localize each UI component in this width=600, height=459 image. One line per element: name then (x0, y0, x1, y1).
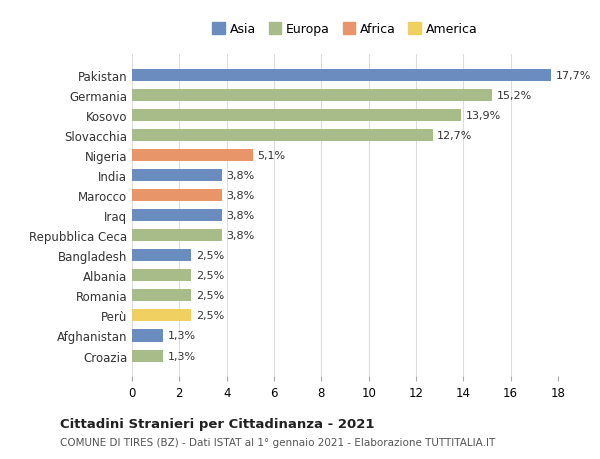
Bar (132, 270, 191, 282)
Text: 15,2%: 15,2% (496, 91, 532, 101)
Text: 3,8%: 3,8% (227, 171, 255, 181)
Text: 2,5%: 2,5% (196, 291, 224, 301)
Text: 13,9%: 13,9% (466, 111, 501, 121)
Text: Cittadini Stranieri per Cittadinanza - 2021: Cittadini Stranieri per Cittadinanza - 2… (60, 417, 374, 430)
Bar (132, 150, 253, 162)
Text: 1,3%: 1,3% (167, 351, 196, 361)
Bar (132, 190, 222, 202)
Text: 2,5%: 2,5% (196, 251, 224, 261)
Bar (132, 250, 191, 262)
Text: 12,7%: 12,7% (437, 131, 473, 141)
Text: 17,7%: 17,7% (556, 71, 591, 81)
Bar (132, 230, 222, 242)
Text: 2,5%: 2,5% (196, 311, 224, 321)
Bar (132, 290, 191, 302)
Bar (132, 110, 461, 122)
Text: COMUNE DI TIRES (BZ) - Dati ISTAT al 1° gennaio 2021 - Elaborazione TUTTITALIA.I: COMUNE DI TIRES (BZ) - Dati ISTAT al 1° … (60, 437, 495, 447)
Bar (132, 330, 163, 342)
Legend: Asia, Europa, Africa, America: Asia, Europa, Africa, America (209, 20, 481, 40)
Text: 1,3%: 1,3% (167, 331, 196, 341)
Bar (132, 170, 222, 182)
Text: 3,8%: 3,8% (227, 211, 255, 221)
Text: 5,1%: 5,1% (257, 151, 286, 161)
Bar (132, 130, 433, 142)
Bar (132, 90, 492, 102)
Bar (132, 310, 191, 322)
Bar (132, 210, 222, 222)
Bar (132, 350, 163, 362)
Text: 3,8%: 3,8% (227, 231, 255, 241)
Bar (132, 70, 551, 82)
Text: 3,8%: 3,8% (227, 191, 255, 201)
Text: 2,5%: 2,5% (196, 271, 224, 281)
